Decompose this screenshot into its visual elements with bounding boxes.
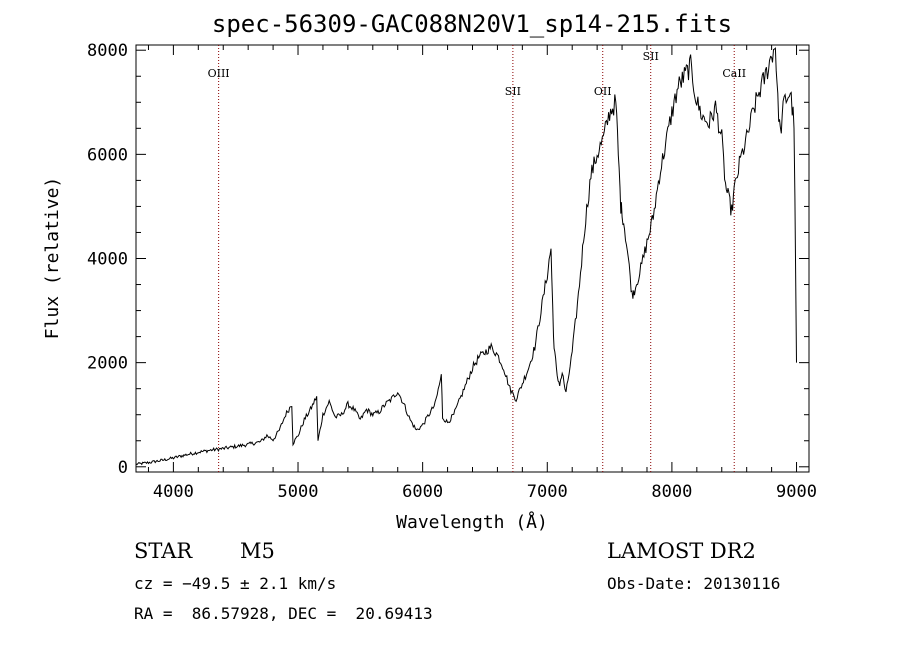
plot-frame <box>135 44 810 473</box>
spectrum-line <box>135 47 797 466</box>
observation-date: Obs-Date: 20130116 <box>607 574 781 593</box>
y-axis-label: Flux (relative) <box>42 177 63 340</box>
x-tick-label: 6000 <box>402 482 443 502</box>
chart-title: spec-56309-GAC088N20V1_sp14-215.fits <box>212 10 732 38</box>
x-tick-label: 4000 <box>153 482 194 502</box>
y-tick-label: 2000 <box>87 354 128 374</box>
spectral-line-label: OIII <box>208 67 230 80</box>
object-class: M5 <box>240 539 275 563</box>
x-tick-label: 9000 <box>776 482 817 502</box>
y-tick-label: 8000 <box>87 41 128 61</box>
x-tick-label: 5000 <box>278 482 319 502</box>
object-label: STAR <box>134 539 193 563</box>
y-tick-label: 4000 <box>87 250 128 270</box>
spectral-line-label: SII <box>505 85 521 98</box>
y-tick-label: 6000 <box>87 145 128 165</box>
x-axis: 4000 5000 6000 7000 8000 9000 <box>147 45 817 502</box>
coordinates: RA = 86.57928, DEC = 20.69413 <box>134 604 433 623</box>
survey-name: LAMOST DR2 <box>607 539 756 563</box>
y-tick-label: 0 <box>118 458 128 478</box>
x-axis-label: Wavelength (Å) <box>396 511 548 533</box>
redshift-cz: cz = −49.5 ± 2.1 km/s <box>134 574 337 593</box>
spectral-line-label: OII <box>594 85 612 98</box>
plot-border <box>135 44 810 473</box>
spectral-line-markers: OIII SII OII SII CaII <box>208 45 746 472</box>
y-axis: 0 2000 4000 6000 8000 <box>87 41 809 478</box>
spectral-line-label: SII <box>643 50 659 63</box>
x-tick-label: 8000 <box>651 482 692 502</box>
x-tick-label: 7000 <box>527 482 568 502</box>
spectral-line-label: CaII <box>722 67 746 80</box>
